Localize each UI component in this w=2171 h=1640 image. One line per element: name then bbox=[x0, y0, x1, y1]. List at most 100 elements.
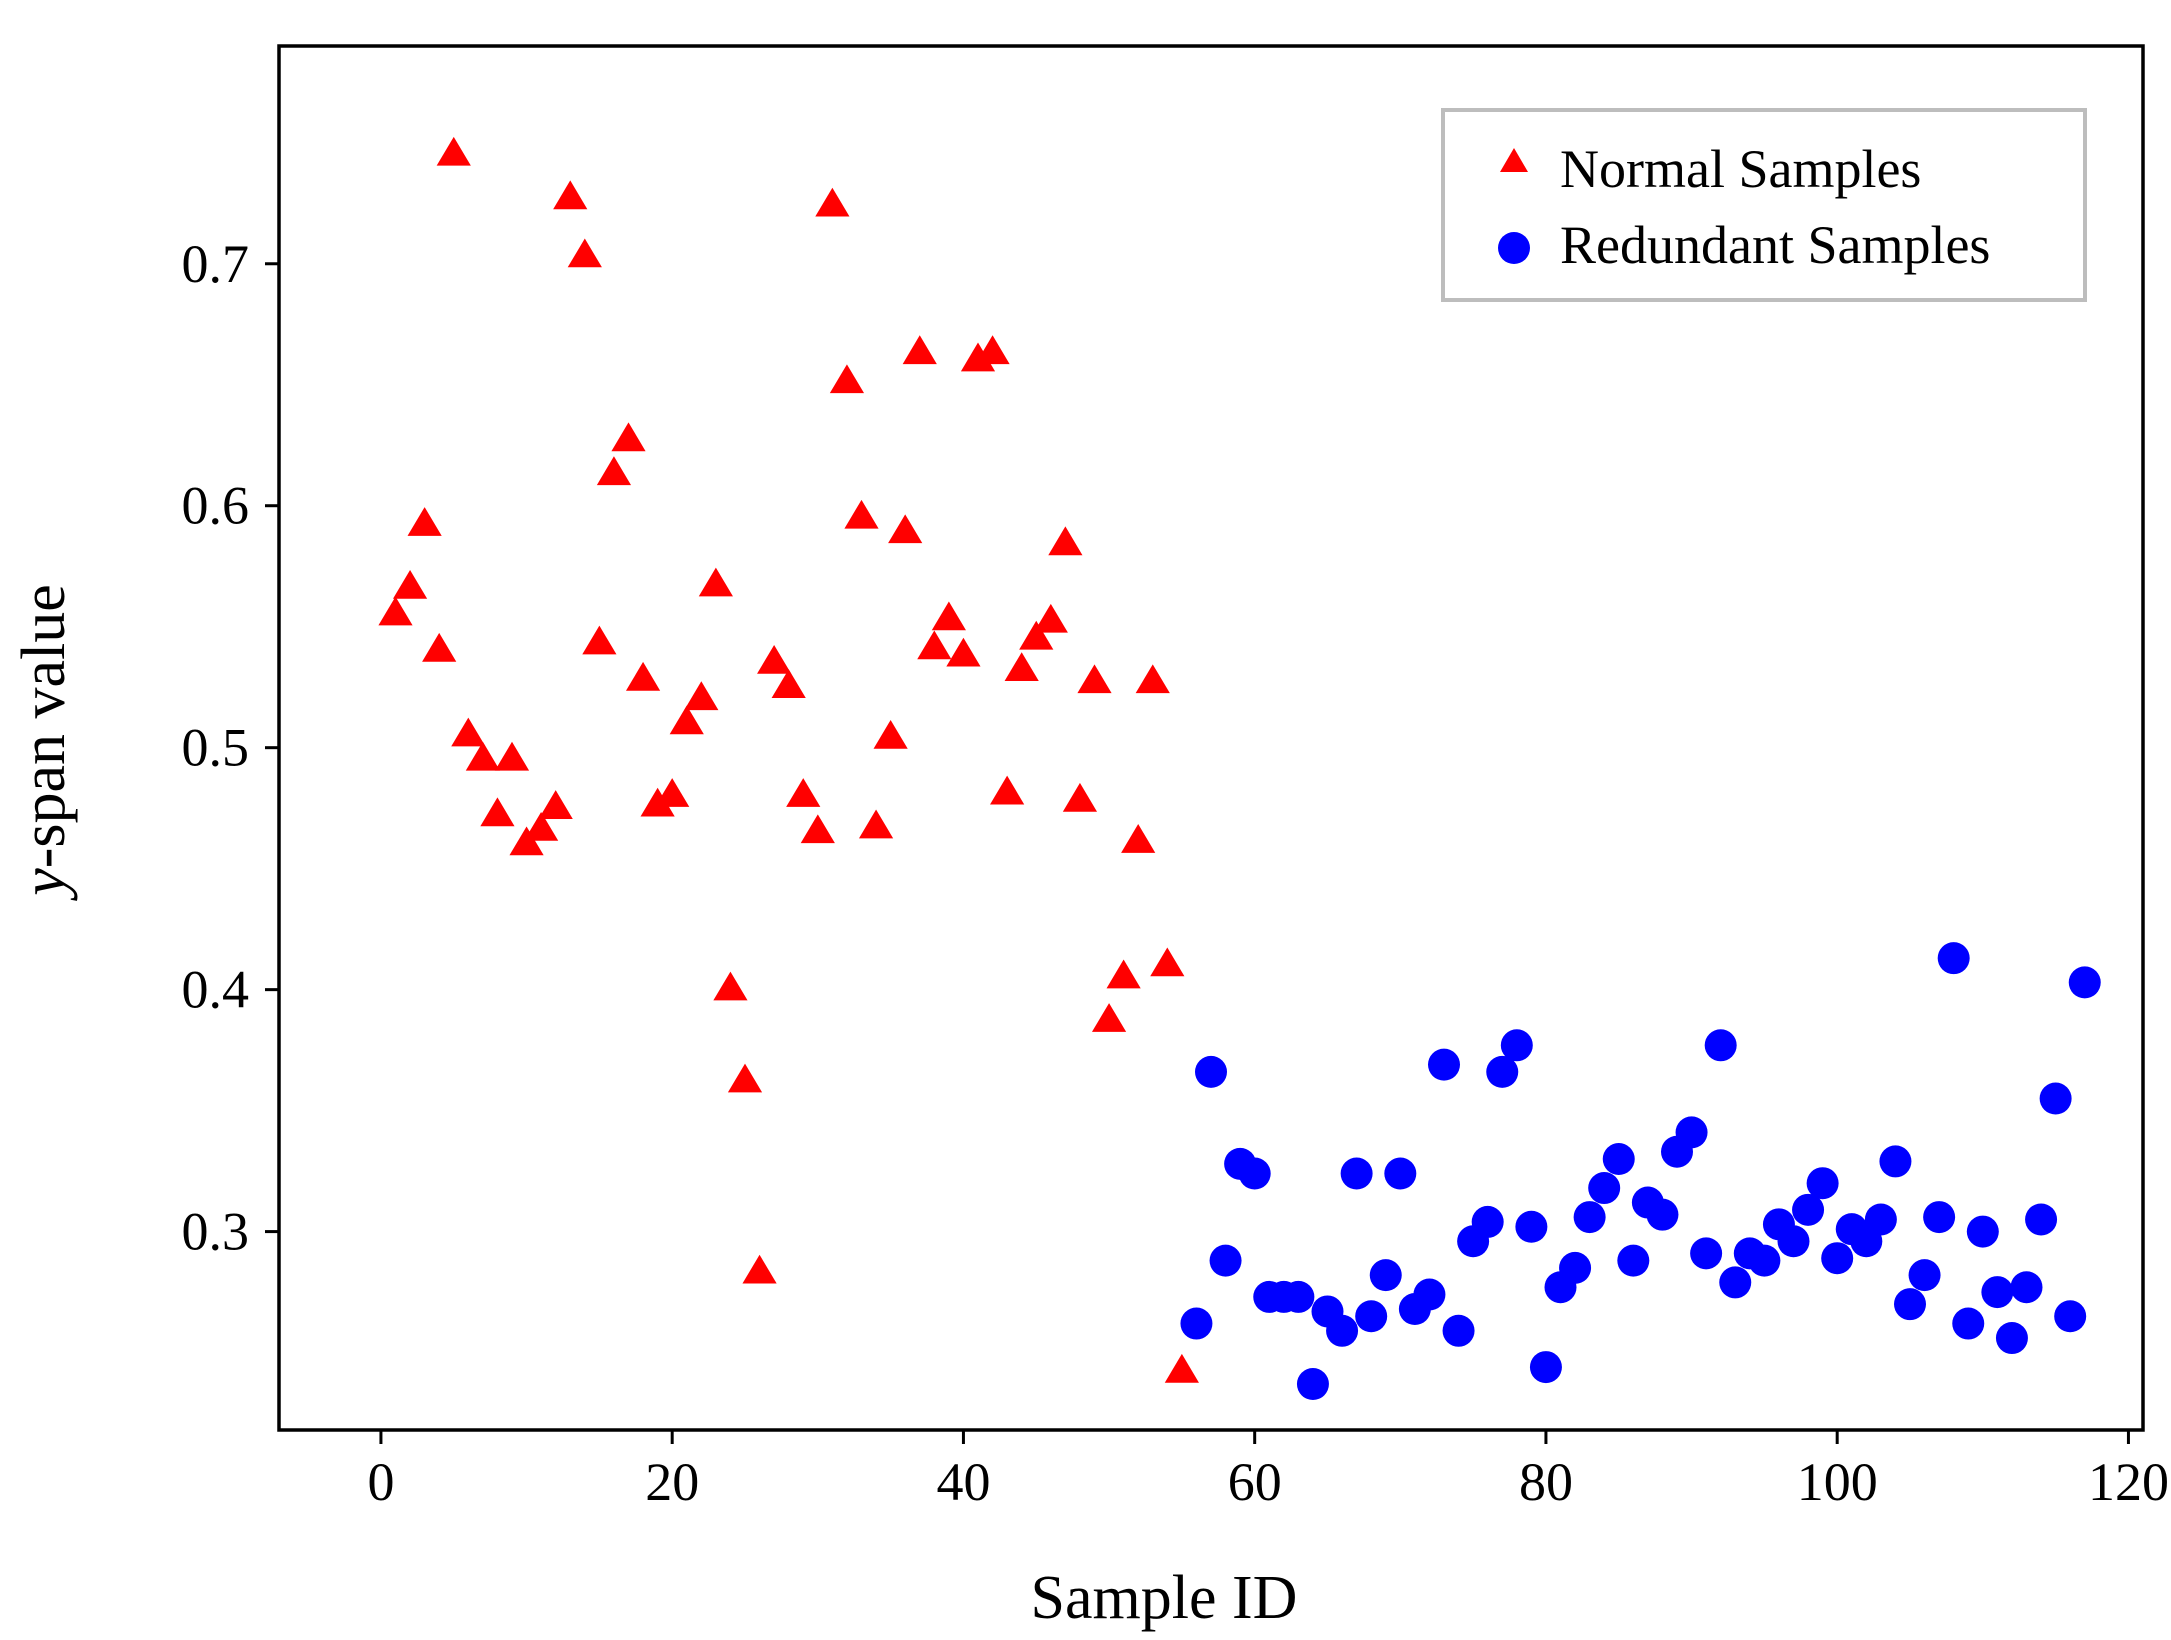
redundant-sample-point bbox=[1195, 1055, 1227, 1088]
normal-sample-point bbox=[655, 778, 690, 807]
redundant-sample-point bbox=[2054, 1300, 2087, 1333]
normal-sample-point bbox=[800, 814, 835, 844]
normal-sample-point bbox=[567, 238, 602, 268]
redundant-sample-point bbox=[2039, 1082, 2072, 1115]
normal-sample-point bbox=[465, 741, 500, 771]
normal-sample-point bbox=[727, 1063, 763, 1093]
redundant-sample-point bbox=[1937, 942, 1970, 975]
normal-sample-point bbox=[1048, 526, 1083, 556]
x-axis-label: Sample ID bbox=[1031, 1564, 1298, 1632]
legend-label-redundant: Redundant Samples bbox=[1560, 215, 1990, 275]
normal-sample-point bbox=[888, 514, 923, 544]
redundant-sample-point bbox=[1209, 1244, 1242, 1277]
normal-sample-point bbox=[669, 705, 704, 735]
normal-sample-point bbox=[494, 741, 530, 771]
redundant-sample-point bbox=[1995, 1322, 2028, 1355]
redundant-sample-point bbox=[1471, 1205, 1504, 1238]
normal-sample-point bbox=[436, 136, 471, 166]
redundant-sample-point bbox=[1864, 1203, 1897, 1236]
y-tick-label: 0.3 bbox=[182, 1202, 250, 1262]
normal-sample-point bbox=[960, 342, 996, 372]
legend-label-normal: Normal Samples bbox=[1560, 139, 1921, 199]
normal-sample-point bbox=[975, 335, 1010, 365]
redundant-sample-point bbox=[1966, 1215, 1999, 1248]
normal-sample-point bbox=[931, 601, 966, 631]
redundant-sample-point bbox=[2025, 1203, 2058, 1236]
legend: Normal Samples Redundant Samples bbox=[1441, 108, 2087, 302]
redundant-sample-point bbox=[1646, 1198, 1679, 1231]
redundant-sample-point bbox=[1923, 1201, 1956, 1234]
normal-sample-point bbox=[596, 456, 632, 486]
y-axis-label-italic: y bbox=[10, 868, 78, 902]
normal-sample-point bbox=[873, 720, 908, 749]
x-tick-label: 0 bbox=[367, 1452, 394, 1512]
redundant-sample-point bbox=[1952, 1307, 1985, 1340]
x-tick-label: 60 bbox=[1228, 1452, 1282, 1512]
redundant-sample-point bbox=[1282, 1280, 1315, 1313]
normal-sample-point bbox=[582, 625, 617, 655]
normal-sample-point bbox=[771, 669, 806, 698]
normal-sample-point bbox=[553, 180, 588, 210]
y-tick-label: 0.4 bbox=[182, 960, 250, 1020]
redundant-sample-point bbox=[1296, 1368, 1329, 1401]
x-tick-label: 40 bbox=[936, 1452, 990, 1512]
redundant-sample-point bbox=[1879, 1145, 1912, 1178]
normal-sample-point bbox=[946, 637, 981, 667]
redundant-sample-point bbox=[1500, 1029, 1533, 1062]
normal-sample-point bbox=[713, 971, 748, 1001]
normal-sample-point bbox=[451, 717, 486, 747]
redundant-sample-point bbox=[1238, 1157, 1271, 1190]
normal-sample-point bbox=[392, 569, 428, 599]
plot-area bbox=[378, 136, 2101, 1401]
redundant-sample-point bbox=[1369, 1259, 1402, 1292]
normal-sample-point bbox=[742, 1254, 777, 1284]
redundant-sample-point bbox=[1908, 1259, 1941, 1292]
redundant-sample-point bbox=[1326, 1314, 1359, 1347]
redundant-sample-point bbox=[1559, 1251, 1592, 1284]
redundant-sample-point bbox=[1894, 1288, 1926, 1321]
normal-sample-point bbox=[844, 499, 879, 529]
redundant-sample-point bbox=[1355, 1300, 1388, 1333]
normal-sample-point bbox=[1091, 1003, 1127, 1032]
normal-sample-point bbox=[815, 187, 850, 217]
y-axis-label: y-span value bbox=[10, 584, 78, 902]
redundant-sample-point bbox=[1748, 1244, 1781, 1277]
redundant-sample-point bbox=[1777, 1225, 1810, 1258]
x-tick-label: 120 bbox=[2088, 1452, 2169, 1512]
redundant-sample-point bbox=[1413, 1278, 1446, 1311]
redundant-sample-point bbox=[1573, 1201, 1606, 1234]
normal-sample-point bbox=[407, 507, 442, 536]
normal-sample-point bbox=[698, 567, 733, 597]
redundant-sample-point bbox=[1384, 1157, 1417, 1190]
y-tick-label: 0.5 bbox=[182, 718, 250, 778]
redundant-sample-point bbox=[1486, 1055, 1519, 1088]
redundant-sample-point bbox=[1792, 1193, 1825, 1226]
redundant-sample-point bbox=[1442, 1314, 1475, 1347]
x-axis: 0 20 40 60 80 100 120 bbox=[367, 1430, 2169, 1512]
redundant-sample-point bbox=[1529, 1351, 1562, 1384]
redundant-sample-point bbox=[1428, 1048, 1460, 1081]
x-tick-label: 20 bbox=[645, 1452, 699, 1512]
y-tick-label: 0.6 bbox=[182, 476, 250, 536]
normal-sample-point bbox=[1077, 664, 1112, 694]
normal-sample-point bbox=[640, 787, 675, 817]
normal-sample-point bbox=[786, 778, 821, 807]
redundant-sample-point bbox=[1821, 1242, 1854, 1275]
y-tick-label: 0.7 bbox=[182, 234, 250, 294]
redundant-sample-point bbox=[2068, 966, 2101, 999]
series-normal-samples bbox=[378, 136, 1199, 1383]
normal-sample-point bbox=[524, 811, 559, 841]
normal-sample-point bbox=[509, 826, 544, 856]
redundant-sample-point bbox=[1704, 1029, 1737, 1062]
normal-sample-point bbox=[611, 422, 646, 452]
normal-sample-point bbox=[917, 630, 952, 660]
redundant-sample-point bbox=[1340, 1157, 1373, 1190]
redundant-sample-point bbox=[1588, 1172, 1621, 1205]
normal-sample-point bbox=[538, 790, 573, 819]
normal-sample-point bbox=[625, 661, 661, 691]
normal-sample-point bbox=[1004, 652, 1039, 682]
legend-marker-normal bbox=[1500, 148, 1528, 172]
normal-sample-point bbox=[378, 596, 413, 626]
normal-sample-point bbox=[902, 335, 937, 365]
